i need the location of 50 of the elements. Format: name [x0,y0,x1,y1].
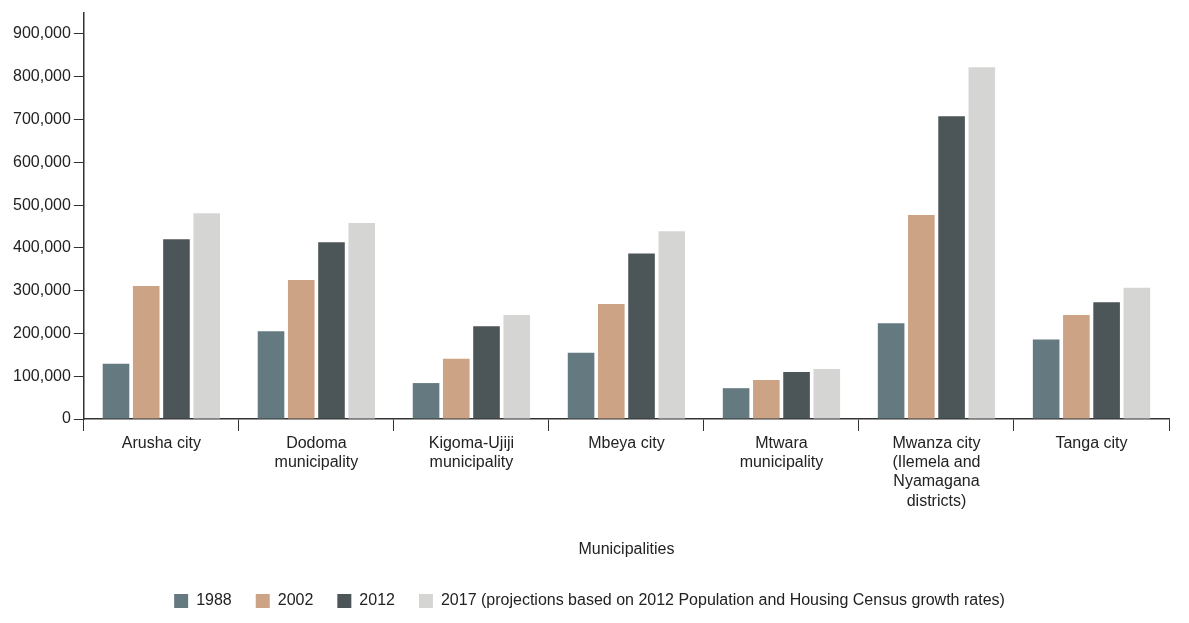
y-tick-label: 500,000 [12,195,71,213]
bar [877,323,905,419]
x-tick-label: Tanga city [1055,434,1128,452]
x-tick-label: Mbeya city [588,434,665,452]
bar [567,352,595,419]
bar [598,303,625,419]
bar [163,239,190,419]
x-axis-title: Municipalities [578,539,675,557]
bar [1032,339,1060,419]
bar [1123,287,1151,419]
bar [473,326,500,419]
y-tick-label: 700,000 [12,109,71,127]
bar [968,67,996,419]
bar [102,363,130,419]
x-tick-label: Arusha city [121,434,201,452]
x-tick-label: Mwanza city (Ilemela and Nyamagana districts) [892,434,981,509]
bar [257,331,285,419]
bar [318,242,345,419]
legend-label: 2017 (projections based on 2012 Population and Housing Census growth rates) [440,591,1005,609]
y-tick-label: 600,000 [12,152,71,170]
bar [938,116,965,419]
y-tick-label: 400,000 [12,238,71,256]
bar [753,380,780,419]
bar [193,213,220,419]
legend-label: 1988 [196,591,232,609]
legend-label: 2002 [277,591,314,609]
bar [1093,302,1120,419]
y-tick-label: 100,000 [12,366,71,384]
x-tick-label: Kigoma-Ujiji municipality [428,434,515,471]
x-tick-label: Mtwara municipality [739,434,824,471]
bar [628,253,655,419]
bar [287,279,315,419]
y-tick-label: 800,000 [12,67,71,85]
y-tick-label: 0 [61,409,71,427]
legend-label: 2012 [359,591,396,609]
bar [412,383,440,419]
y-tick-label: 900,000 [12,24,71,42]
y-tick-label: 200,000 [12,323,71,341]
bar [1063,315,1090,419]
x-tick-label: Dodoma municipality [274,434,359,471]
bar [658,231,686,419]
bar [722,388,750,419]
bar [348,223,376,419]
bar [132,285,160,419]
bar [783,371,810,419]
bar [908,214,935,419]
y-tick-label: 300,000 [12,281,71,299]
bar [813,368,841,419]
bar [442,358,470,419]
bar [503,315,531,419]
